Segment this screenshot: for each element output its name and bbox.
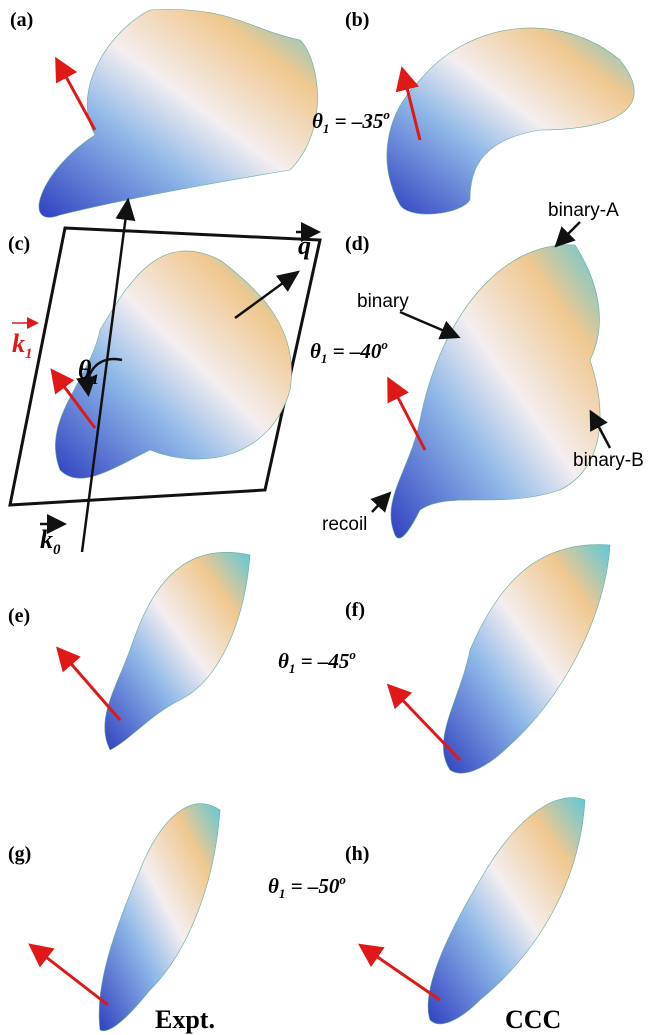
angle-label: θ1 = –35o xyxy=(312,107,390,136)
annotation: binary-A xyxy=(548,200,619,221)
panel-label: (g) xyxy=(8,843,31,865)
lobe-b xyxy=(387,28,634,214)
angle-label: θ1 = –50o xyxy=(268,872,346,901)
panel-label: (d) xyxy=(345,233,369,255)
lobe-d xyxy=(391,245,600,538)
lobe-g xyxy=(99,804,220,1031)
panel-label: (h) xyxy=(345,843,369,865)
annotation: recoil xyxy=(322,514,367,535)
figure: (a) (b) (c) (d) (e) (f) (g) (h) θ1 = –35… xyxy=(0,0,662,1035)
angle-label: θ1 = –40o xyxy=(310,337,388,366)
k1-arrow xyxy=(33,947,108,1005)
k1-arrow xyxy=(390,382,425,450)
k1-arrow xyxy=(363,947,440,1000)
k1-arrow xyxy=(60,651,120,720)
annotation-arrow xyxy=(558,222,580,244)
angle-label: θ1 = –45o xyxy=(278,647,356,676)
panel-label: (e) xyxy=(8,605,30,627)
column-label: Expt. xyxy=(155,1005,215,1034)
q-label: q xyxy=(298,231,311,260)
k0-label: k0 xyxy=(40,525,61,558)
panel-label: (f) xyxy=(345,599,365,621)
column-label: CCC xyxy=(505,1005,561,1034)
panel-label: (a) xyxy=(10,9,33,31)
annotation: binary-B xyxy=(573,450,644,471)
panel-label: (b) xyxy=(345,9,369,31)
annotation: binary xyxy=(357,291,409,312)
angles: θ1 = –35o θ1 = –40o θ1 = –45o θ1 = –50o xyxy=(268,107,390,901)
panel-label: (c) xyxy=(8,233,30,255)
lobe-f xyxy=(443,545,610,774)
k1-label: k1 xyxy=(12,329,33,362)
lobe-h xyxy=(428,798,585,1024)
annotation-arrow xyxy=(400,312,456,336)
lobe-a xyxy=(39,9,318,217)
lobe-e xyxy=(105,552,250,750)
annotation-arrow xyxy=(372,495,388,512)
